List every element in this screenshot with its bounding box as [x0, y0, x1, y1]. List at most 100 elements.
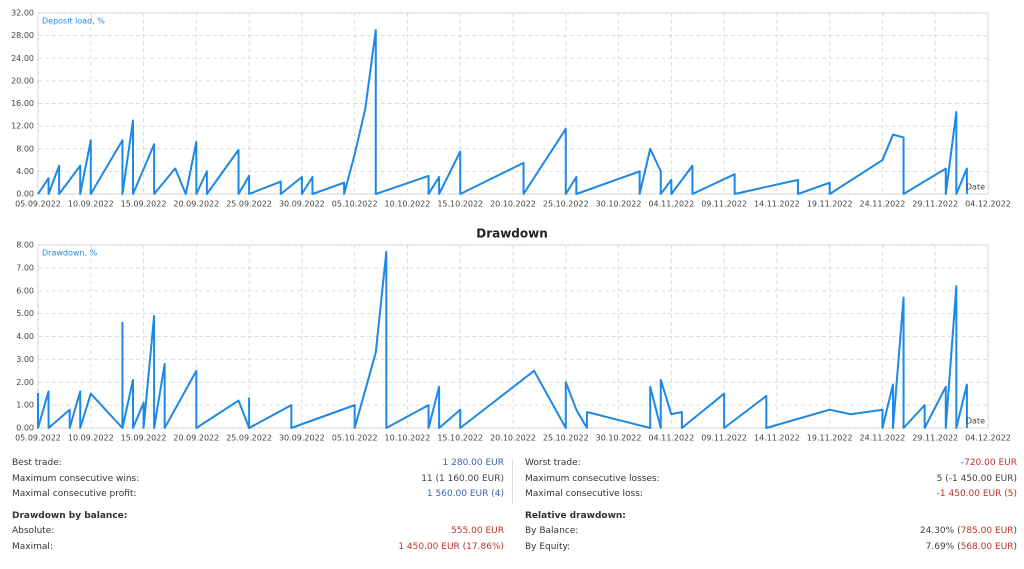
stat-label: By Equity:: [525, 541, 571, 552]
x-tick-label: 10.09.2022: [68, 200, 114, 209]
y-tick-label: 20.00: [11, 76, 34, 85]
x-tick-label: 19.11.2022: [807, 200, 853, 209]
stat-value: 1 560.00 EUR (4): [427, 487, 504, 503]
stat-row: Maximum consecutive losses: 5 (-1 450.00 …: [525, 472, 1017, 488]
chart-title: Drawdown: [476, 227, 548, 241]
stat-label: Absolute:: [12, 526, 55, 536]
x-tick-label: 20.10.2022: [490, 200, 536, 209]
x-tick-label: 04.11.2022: [648, 200, 694, 209]
stat-value-part: 24.30% (: [919, 526, 961, 536]
x-tick-label: 29.11.2022: [912, 434, 958, 443]
x-tick-label: 05.09.2022: [15, 200, 61, 209]
y-tick-label: 16.00: [11, 99, 34, 108]
x-tick-label: 30.09.2022: [279, 434, 325, 443]
stat-label: Worst trade:: [525, 458, 581, 468]
x-tick-label: 15.09.2022: [121, 200, 167, 209]
section-heading: Relative drawdown:: [525, 510, 626, 521]
x-tick-label: 09.11.2022: [701, 434, 747, 443]
stat-value-part: 785.00 EUR: [960, 526, 1014, 536]
stat-value: 1 280.00 EUR: [443, 456, 504, 472]
x-tick-label: 29.11.2022: [912, 200, 958, 209]
stat-value: 24.30% (785.00 EUR): [920, 524, 1017, 540]
stat-label: Best trade:: [12, 458, 62, 468]
x-tick-label: 04.12.2022: [965, 434, 1011, 443]
y-tick-label: 2.00: [16, 378, 34, 387]
y-tick-label: 5.00: [16, 309, 34, 318]
x-tick-label: 15.09.2022: [121, 434, 167, 443]
y-tick-label: 12.00: [11, 122, 34, 131]
y-tick-label: 4.00: [16, 167, 34, 176]
y-tick-label: 8.00: [16, 144, 34, 153]
stat-value: 555.00 EUR: [451, 524, 504, 540]
stat-value-part: ): [1013, 526, 1017, 536]
x-tick-label: 05.09.2022: [15, 434, 61, 443]
x-tick-label: 04.12.2022: [965, 200, 1011, 209]
x-tick-label: 19.11.2022: [807, 434, 853, 443]
stat-value-part: -720.00 EUR: [960, 458, 1017, 468]
x-tick-label: 30.10.2022: [596, 200, 642, 209]
stat-value-part: 555.00 EUR: [451, 526, 504, 536]
data-line: [37, 28, 968, 195]
x-tick-label: 14.11.2022: [754, 200, 800, 209]
data-line: [37, 250, 968, 429]
x-tick-label: 20.09.2022: [173, 434, 219, 443]
stats-right: Worst trade: -720.00 EUR Maximum consecuti…: [525, 456, 1017, 555]
stat-value: 5 (-1 450.00 EUR): [937, 472, 1017, 488]
x-tick-label: 10.10.2022: [385, 200, 431, 209]
x-tick-label: 14.11.2022: [754, 434, 800, 443]
stat-value: 1 450.00 EUR (17.86%): [398, 540, 504, 556]
x-axis-label: Date: [966, 183, 985, 192]
x-tick-label: 30.10.2022: [596, 434, 642, 443]
x-tick-label: 30.09.2022: [279, 200, 325, 209]
x-tick-label: 09.11.2022: [701, 200, 747, 209]
stat-row: Best trade: 1 280.00 EUR: [12, 456, 504, 472]
y-tick-label: 0.00: [16, 424, 34, 433]
x-tick-label: 20.09.2022: [173, 200, 219, 209]
x-tick-label: 24.11.2022: [860, 434, 906, 443]
x-tick-label: 10.09.2022: [68, 434, 114, 443]
stat-label: Maximal consecutive profit:: [12, 489, 137, 499]
stat-row: Maximal consecutive loss: -1 450.00 EUR (…: [525, 487, 1017, 503]
stat-row: Maximal: 1 450.00 EUR (17.86%): [12, 540, 504, 556]
x-tick-label: 25.10.2022: [543, 434, 589, 443]
x-tick-label: 25.10.2022: [543, 200, 589, 209]
stat-value: 7.69% (568.00 EUR): [926, 540, 1017, 556]
y-tick-label: 6.00: [16, 286, 34, 295]
y-tick-label: 8.00: [16, 241, 34, 250]
stat-value-part: 5 (-1 450.00 EUR): [936, 473, 1017, 484]
stat-label: By Balance:: [525, 526, 579, 536]
y-tick-label: 0.00: [16, 190, 34, 199]
x-tick-label: 10.10.2022: [385, 434, 431, 443]
y-tick-label: 7.00: [16, 263, 34, 272]
stat-label: Maximum consecutive wins:: [12, 473, 140, 484]
stat-row: By Balance: 24.30% (785.00 EUR): [525, 524, 1017, 540]
y-axis-label: Drawdown, %: [42, 249, 98, 258]
stat-value: -1 450.00 EUR (5): [937, 487, 1017, 503]
stat-value-part: ): [1013, 541, 1017, 552]
y-tick-label: 32.00: [11, 9, 34, 18]
x-tick-label: 15.10.2022: [437, 200, 483, 209]
stat-value-part: 1 560.00 EUR (4): [426, 489, 504, 499]
x-tick-label: 24.11.2022: [860, 200, 906, 209]
section-heading: Drawdown by balance:: [12, 510, 128, 521]
charts: 0.00 4.00 8.00 12.00 16.00 20.00 24.00 28.00 32.…: [11, 9, 1011, 443]
x-tick-label: 05.10.2022: [332, 200, 378, 209]
stat-row: Worst trade: -720.00 EUR: [525, 456, 1017, 472]
stat-value-part: 7.69% (: [925, 541, 961, 552]
y-tick-label: 1.00: [16, 401, 34, 410]
x-tick-label: 15.10.2022: [437, 434, 483, 443]
stat-label: Maximum consecutive losses:: [525, 473, 660, 484]
y-tick-label: 4.00: [16, 332, 34, 341]
x-axis-label: Date: [966, 417, 985, 426]
stat-row: By Equity: 7.69% (568.00 EUR): [525, 540, 1017, 556]
stat-value-part: 568.00 EUR: [960, 541, 1014, 552]
stats-left: Best trade: 1 280.00 EUR Maximum consecuti…: [12, 456, 504, 555]
stat-row: Maximum consecutive wins: 11 (1 160.00 EU…: [12, 472, 504, 488]
y-axis-label: Deposit load, %: [42, 17, 105, 26]
y-tick-label: 28.00: [11, 31, 34, 40]
x-tick-label: 05.10.2022: [332, 434, 378, 443]
x-tick-label: 25.09.2022: [226, 434, 272, 443]
stat-label: Maximal:: [12, 541, 53, 552]
stat-row: Absolute: 555.00 EUR: [12, 524, 504, 540]
